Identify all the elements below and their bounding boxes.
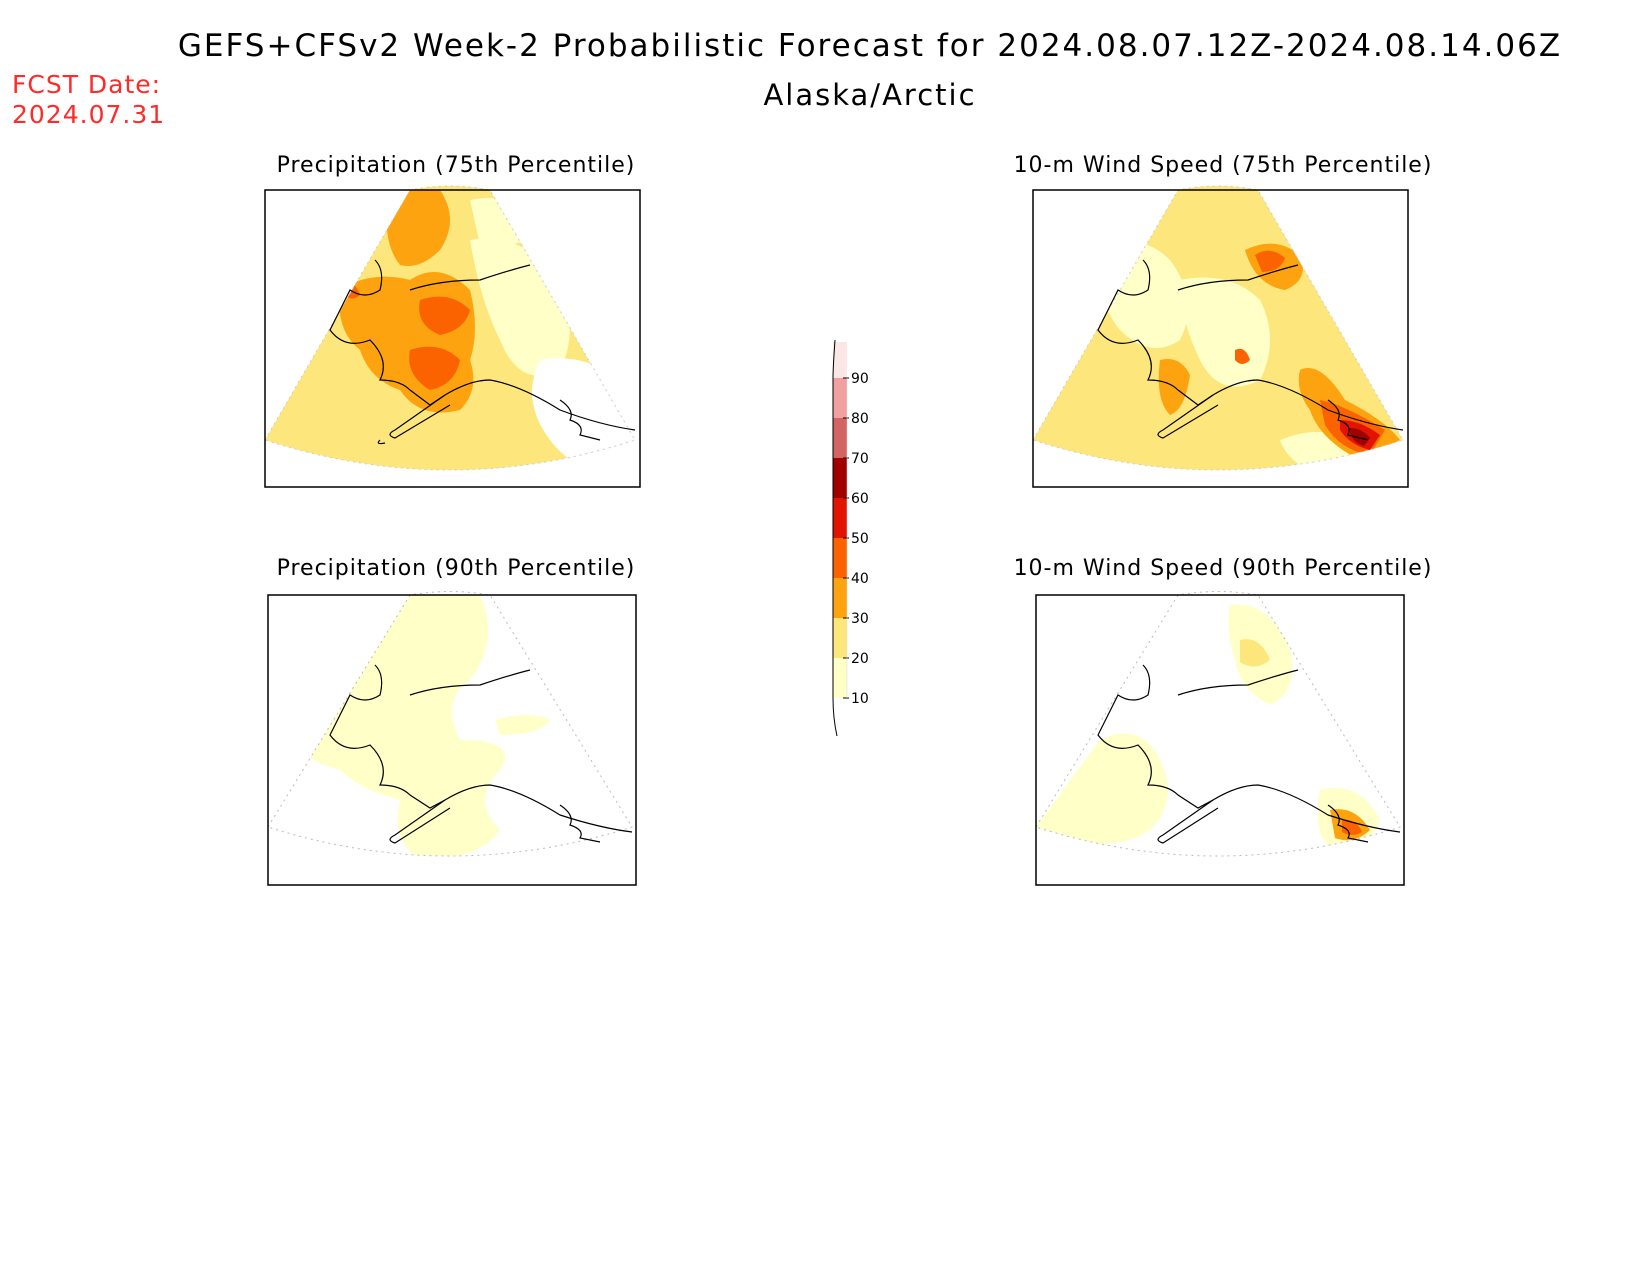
- field-level-40: [1255, 250, 1285, 272]
- colorbar-bin-6: [833, 418, 847, 458]
- panel-title-wind-90: 10-m Wind Speed (90th Percentile): [1013, 556, 1433, 581]
- colorbar-bin-8: [833, 342, 847, 378]
- map-panel-precip-90: [267, 591, 637, 886]
- panel-frame: [267, 594, 637, 886]
- panel-frame: [264, 189, 641, 488]
- colorbar-label: 10: [851, 691, 869, 707]
- colorbar-label: 80: [851, 411, 869, 427]
- colorbar-label: 70: [851, 451, 869, 467]
- colorbar: 10 20 30 40 50 60 70 80 90: [832, 339, 869, 737]
- field-level-40: [419, 296, 470, 335]
- panel-title-wind-75: 10-m Wind Speed (75th Percentile): [1013, 153, 1433, 178]
- colorbar-label: 20: [851, 651, 869, 667]
- coastline-wind-90: [1097, 664, 1401, 844]
- panel-frame: [1032, 189, 1409, 488]
- colorbar-label: 30: [851, 611, 869, 627]
- colorbar-bin-2: [833, 578, 847, 618]
- coastline-precip-90: [329, 664, 633, 844]
- region-subtitle: Alaska/Arctic: [763, 78, 977, 112]
- colorbar-bin-1: [833, 618, 847, 658]
- coastline-precip-75: [329, 259, 636, 445]
- colorbar-label: 90: [851, 371, 869, 387]
- colorbar-bin-3: [833, 538, 847, 578]
- colorbar-outline: [832, 339, 838, 737]
- colorbar-label: 60: [851, 491, 869, 507]
- fcst-date-label: FCST Date:: [12, 70, 162, 99]
- field-level-20: [1240, 639, 1270, 667]
- coastline-wind-75: [1097, 259, 1404, 441]
- map-panel-wind-90: [1035, 591, 1405, 886]
- main-title: GEFS+CFSv2 Week-2 Probabilistic Forecast…: [177, 28, 1563, 64]
- field-level-10: [300, 595, 505, 856]
- panel-title-precip-90: Precipitation (90th Percentile): [276, 556, 636, 581]
- fcst-date-value: 2024.07.31: [12, 100, 166, 129]
- panel-frame: [1035, 594, 1405, 886]
- map-panel-wind-75: [1032, 185, 1409, 488]
- colorbar-bin-5: [833, 458, 847, 498]
- field-level-60: [1350, 428, 1370, 446]
- field-level-10: [1036, 733, 1168, 844]
- panel-title-precip-75: Precipitation (75th Percentile): [276, 153, 636, 178]
- colorbar-bin-7: [833, 378, 847, 418]
- map-panel-precip-75: [264, 185, 641, 488]
- colorbar-bin-4: [833, 498, 847, 538]
- field-level-40: [409, 346, 460, 390]
- field-level-30: [386, 190, 450, 266]
- colorbar-bin-0: [833, 658, 847, 698]
- field-level-40: [1342, 819, 1362, 835]
- colorbar-label: 40: [851, 571, 869, 587]
- colorbar-label: 50: [851, 531, 869, 547]
